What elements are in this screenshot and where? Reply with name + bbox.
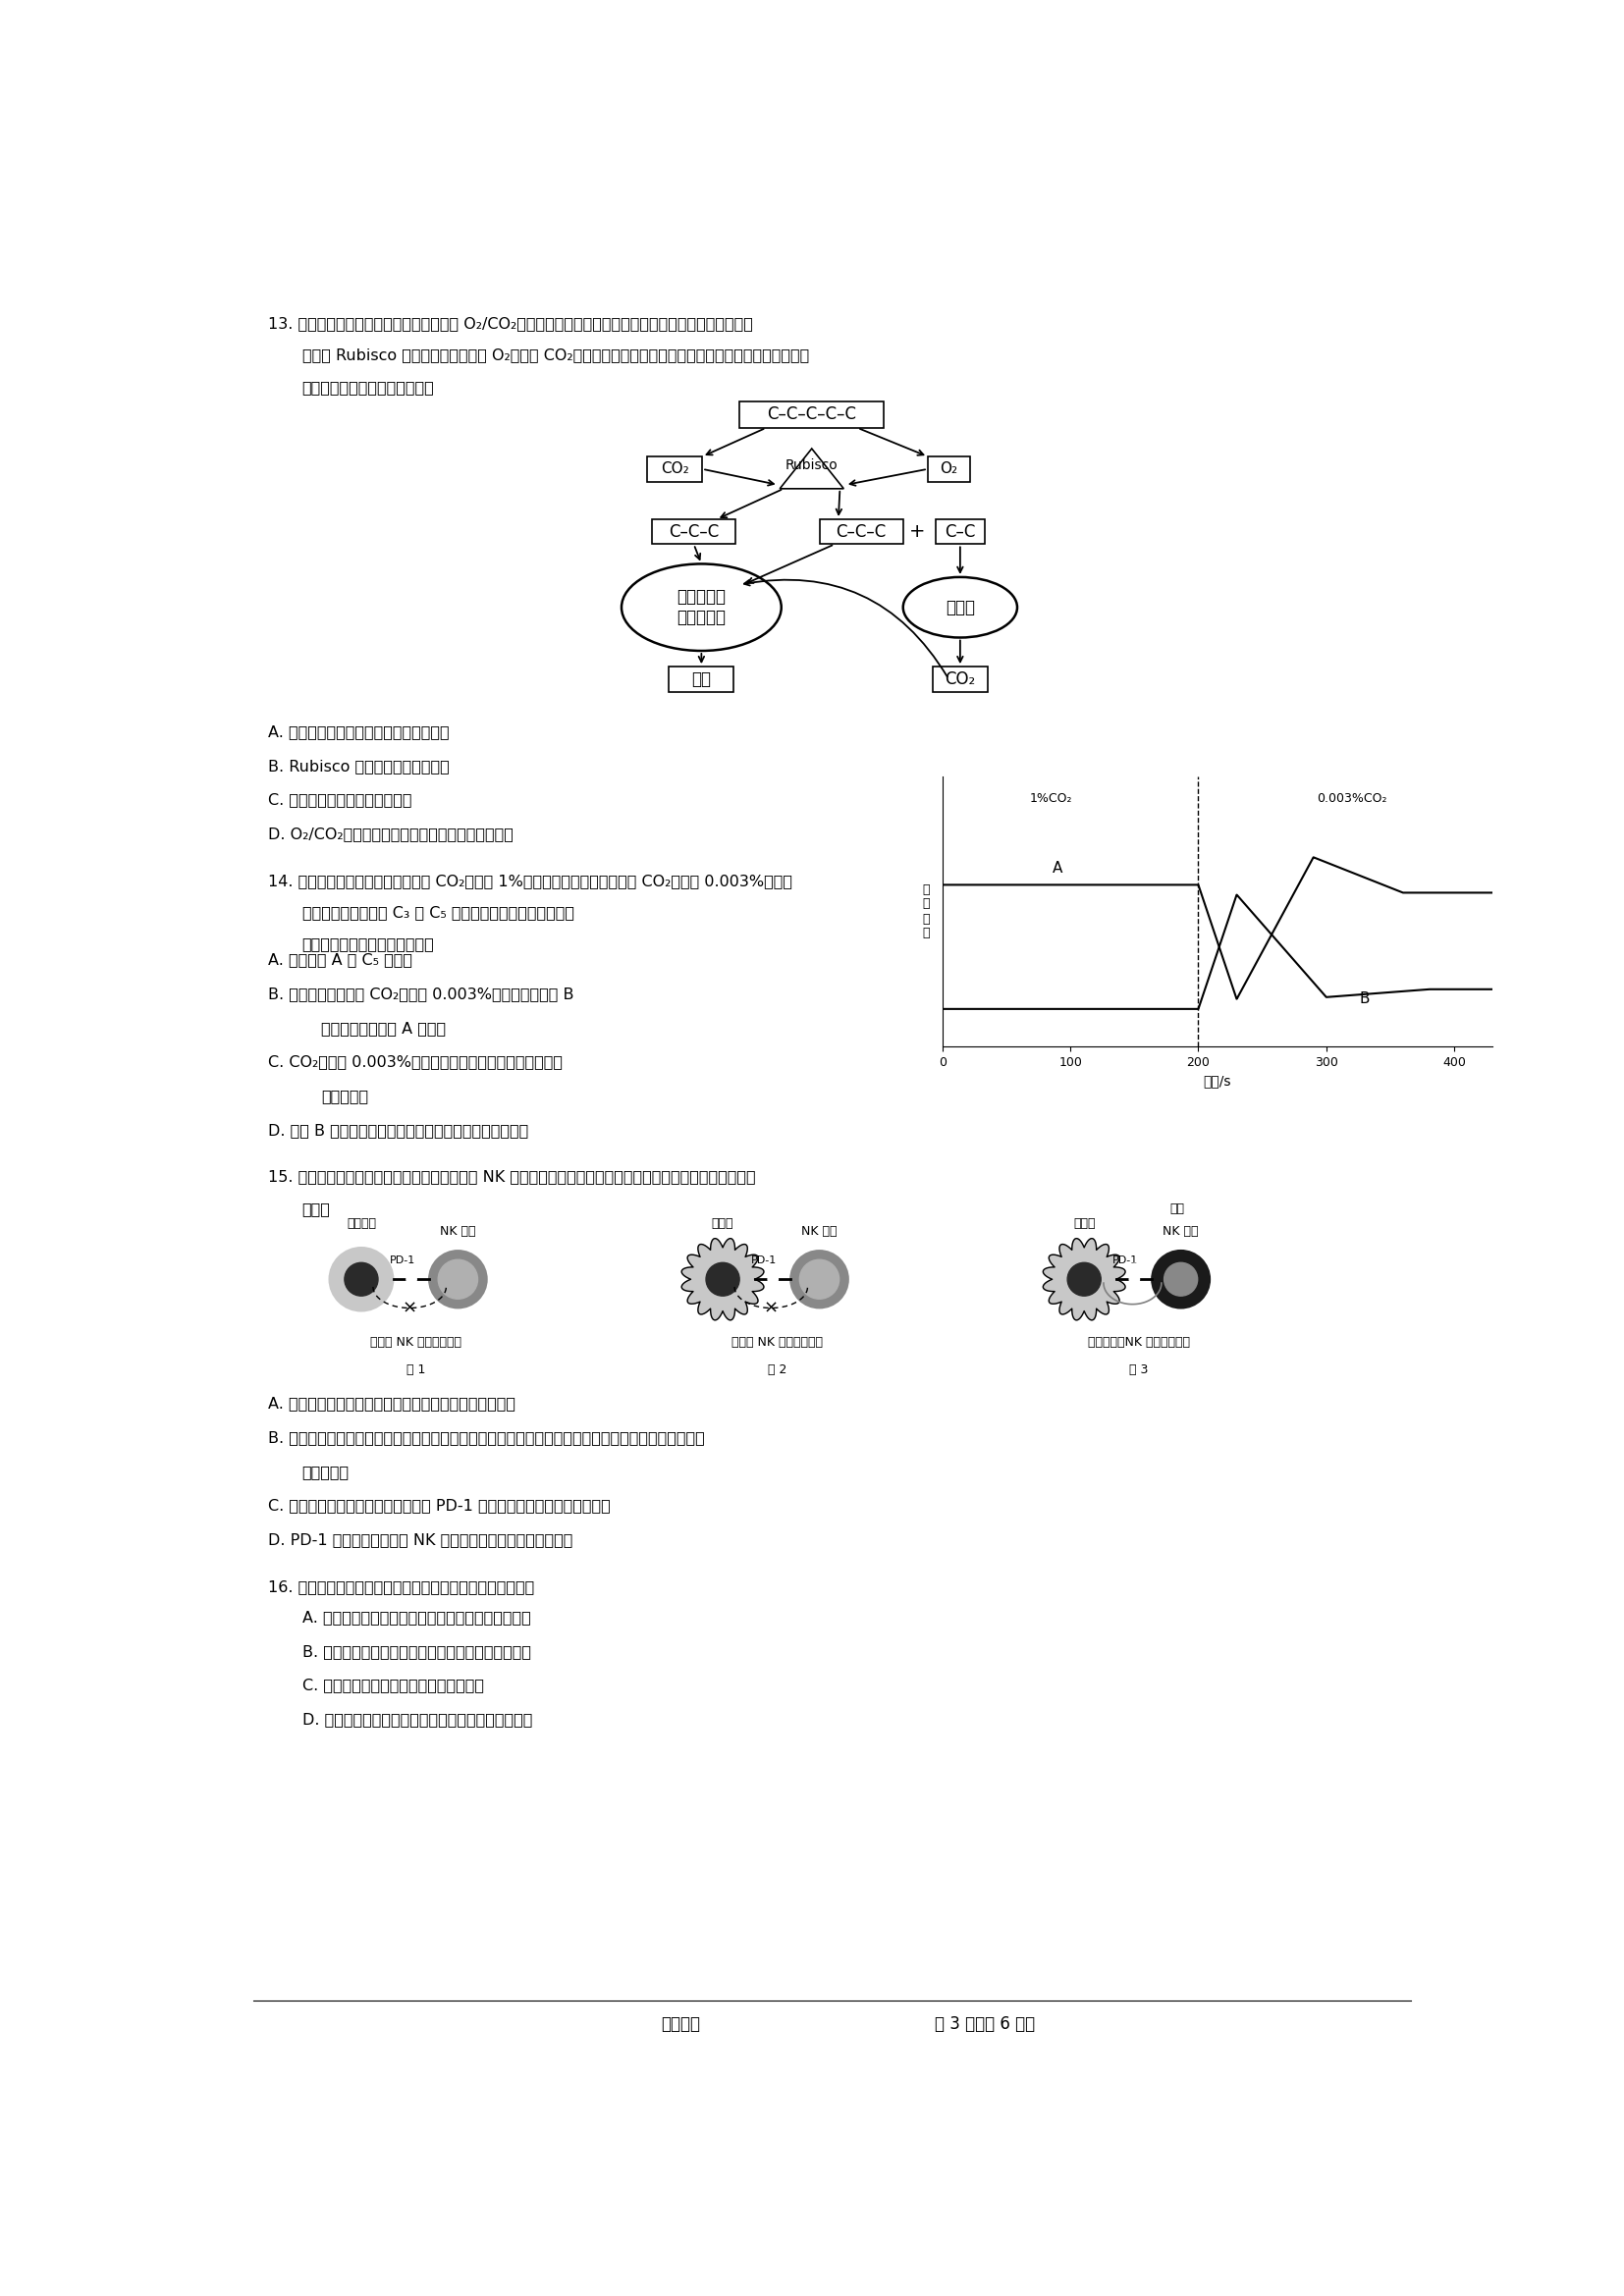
Text: 卡尔文循环
（暗反应）: 卡尔文循环 （暗反应） [677, 588, 726, 627]
Text: 照强度较弱: 照强度较弱 [322, 1088, 369, 1104]
Text: D. 物质 B 升高的原因是合成速率不变，但消耗速率却减小: D. 物质 B 升高的原因是合成速率不变，但消耗速率却减小 [268, 1123, 528, 1137]
Circle shape [408, 1274, 416, 1283]
Text: A. 细胞呼吸与光呼吸都是释放能量的过程: A. 细胞呼吸与光呼吸都是释放能量的过程 [268, 726, 448, 739]
FancyBboxPatch shape [935, 519, 984, 544]
Text: C–C: C–C [945, 523, 976, 540]
Text: D. O₂/CO₂値低时，有利于光合作用而不利于光呼吸: D. O₂/CO₂値低时，有利于光合作用而不利于光呼吸 [268, 827, 513, 840]
Text: 高三生物: 高三生物 [661, 2016, 700, 2034]
Circle shape [1129, 1274, 1138, 1283]
Text: 阻止结合，NK 细胞可以攻击: 阻止结合，NK 细胞可以攻击 [1088, 1336, 1190, 1348]
Circle shape [330, 1247, 393, 1311]
Circle shape [706, 1263, 739, 1295]
Ellipse shape [622, 565, 781, 650]
Polygon shape [682, 1238, 763, 1320]
Text: 图 1: 图 1 [406, 1364, 425, 1378]
Text: C–C–C: C–C–C [669, 523, 719, 540]
Text: NK 细胞: NK 细胞 [1163, 1226, 1199, 1238]
Text: C. 细胞凋亡、细胞坏死均受到基因的控制: C. 细胞凋亡、细胞坏死均受到基因的控制 [302, 1678, 484, 1692]
Text: PD-1: PD-1 [1112, 1256, 1138, 1265]
Text: A. 只要条件适宜，癌细胞就会迅速生长、分裂、分化: A. 只要条件适宜，癌细胞就会迅速生长、分裂、分化 [302, 1609, 531, 1626]
Text: C–C–C–C–C: C–C–C–C–C [767, 406, 856, 422]
Circle shape [1067, 1263, 1101, 1295]
Text: D. 细胞分化导致基因的选择性表达，使细胞种类增多: D. 细胞分化导致基因的选择性表达，使细胞种类增多 [302, 1713, 533, 1727]
Circle shape [768, 1274, 776, 1283]
Text: 0.003%CO₂: 0.003%CO₂ [1317, 792, 1387, 806]
Text: 第 3 页（共 6 页）: 第 3 页（共 6 页） [934, 2016, 1034, 2034]
Text: 糖类: 糖类 [692, 670, 711, 689]
Text: 的有效措施: 的有效措施 [302, 1465, 349, 1479]
Circle shape [1130, 1274, 1140, 1283]
Y-axis label: 相
对
浓
度: 相 对 浓 度 [922, 884, 931, 939]
Text: ×: × [763, 1300, 778, 1318]
Ellipse shape [903, 576, 1017, 638]
Text: NK 细胞: NK 细胞 [802, 1226, 838, 1238]
Text: 14. 在光照等适宜条件下，将培养在 CO₂浓度为 1%环境中的某植物迅速转移到 CO₂浓度为 0.003%的环境: 14. 在光照等适宜条件下，将培养在 CO₂浓度为 1%环境中的某植物迅速转移到… [268, 872, 793, 889]
Text: 结合后 NK 细胞停止攻击: 结合后 NK 细胞停止攻击 [732, 1336, 823, 1348]
Text: B: B [1359, 992, 1369, 1006]
Text: B. 衰老细胞的相对表面积增大，但物质运输功能降低: B. 衰老细胞的相对表面积增大，但物质运输功能降低 [302, 1644, 531, 1658]
FancyBboxPatch shape [927, 457, 970, 482]
Text: 药物: 药物 [1169, 1203, 1184, 1215]
Text: 中，其叶片暗反应中 C₃ 和 C₅ 化合物微摩尔浓度的变化趋势: 中，其叶片暗反应中 C₃ 和 C₅ 化合物微摩尔浓度的变化趋势 [302, 905, 573, 921]
Text: C. 绻色植物在光下只进行光呼吸: C. 绻色植物在光下只进行光呼吸 [268, 792, 411, 808]
Text: O₂: O₂ [940, 461, 958, 475]
Text: D. PD-1 抑制剂类药物会使 NK 细胞清除癌细胞，不会有副作用: D. PD-1 抑制剂类药物会使 NK 细胞清除癌细胞，不会有副作用 [268, 1531, 572, 1548]
Text: ×: × [403, 1300, 417, 1318]
Text: A. 图中物质 A 是 C₅ 化合物: A. 图中物质 A 是 C₅ 化合物 [268, 953, 412, 967]
Text: CO₂: CO₂ [661, 461, 689, 475]
Text: 图 3: 图 3 [1129, 1364, 1148, 1378]
Text: 1%CO₂: 1%CO₂ [1030, 792, 1072, 806]
Text: 线粒体: 线粒体 [945, 599, 974, 615]
X-axis label: 时间/s: 时间/s [1203, 1075, 1231, 1088]
Text: 16. 下列关于细胞分化、衰老、凋亡、癌变的叙述，正确的是: 16. 下列关于细胞分化、衰老、凋亡、癌变的叙述，正确的是 [268, 1580, 534, 1593]
Text: 13. 光呼吸时进行光合作用的细胞在光照和 O₂/CO₂値异常时发生的一种生理过程，如图所示，该过程细胞在: 13. 光呼吸时进行光合作用的细胞在光照和 O₂/CO₂値异常时发生的一种生理过… [268, 317, 752, 331]
Circle shape [799, 1261, 840, 1300]
Circle shape [1151, 1251, 1210, 1309]
Circle shape [344, 1263, 378, 1295]
Text: NK 细胞: NK 细胞 [440, 1226, 476, 1238]
Text: B. Rubisco 存在场所为细胞质基质: B. Rubisco 存在场所为细胞质基质 [268, 758, 450, 774]
Text: 图 2: 图 2 [768, 1364, 788, 1378]
Circle shape [429, 1251, 487, 1309]
Text: C. CO₂浓度为 0.003%时，该植物光合速率最大时所需的光: C. CO₂浓度为 0.003%时，该植物光合速率最大时所需的光 [268, 1054, 562, 1070]
Text: C–C–C: C–C–C [836, 523, 887, 540]
Text: 癌细胞: 癌细胞 [1073, 1217, 1095, 1231]
FancyBboxPatch shape [648, 457, 702, 482]
Text: 结合后 NK 细胞停止攻击: 结合后 NK 细胞停止攻击 [370, 1336, 461, 1348]
Text: B. 致癌因子是癌细胞产生的根本原因，所以定期检查、远离致癌因子、选择健康的生活方式是预防癌症: B. 致癌因子是癌细胞产生的根本原因，所以定期检查、远离致癌因子、选择健康的生活… [268, 1430, 705, 1444]
Text: C. 逃逸癌细胞与正常细胞表面都有与 PD-1 蛋白识别的物贤，从而不被攻击: C. 逃逸癌细胞与正常细胞表面都有与 PD-1 蛋白识别的物贤，从而不被攻击 [268, 1499, 611, 1513]
Circle shape [1127, 1263, 1142, 1277]
Text: 一种叫 Rubisco 的酶的催化下，消耗 O₂、生成 CO₂，借助叶绳体、线粒体等多种细胞器共同完成的消耗能量: 一种叫 Rubisco 的酶的催化下，消耗 O₂、生成 CO₂，借助叶绳体、线粒… [302, 349, 809, 363]
Text: 15. 某些癌细胞常常具有免疫逃逸现象，能躯避 NK 细胞（一种淡巴细胞）的攻击，其机理如下图。下列叙述正: 15. 某些癌细胞常常具有免疫逃逸现象，能躯避 NK 细胞（一种淡巴细胞）的攻击… [268, 1169, 755, 1185]
Circle shape [1164, 1263, 1197, 1295]
Text: 的浓度仍高于物质 A 的浓度: 的浓度仍高于物质 A 的浓度 [322, 1022, 445, 1035]
Polygon shape [1043, 1238, 1125, 1320]
Text: 如图所示，下列说法不正确的是: 如图所示，下列说法不正确的是 [302, 937, 434, 951]
Text: 确的是: 确的是 [302, 1201, 330, 1217]
Text: A: A [1052, 861, 1062, 877]
FancyBboxPatch shape [820, 519, 903, 544]
Circle shape [438, 1261, 477, 1300]
FancyBboxPatch shape [739, 402, 883, 427]
FancyBboxPatch shape [669, 666, 734, 691]
Text: PD-1: PD-1 [750, 1256, 776, 1265]
Circle shape [791, 1251, 848, 1309]
Text: PD-1: PD-1 [390, 1256, 416, 1265]
Text: +: + [909, 523, 924, 542]
Text: Rubisco: Rubisco [786, 459, 838, 473]
Circle shape [770, 1274, 778, 1283]
Text: 的反应。下列有关叙述正确的是: 的反应。下列有关叙述正确的是 [302, 379, 434, 395]
Text: B. 若该植物长期处于 CO₂浓度为 0.003%的环境中，物质 B: B. 若该植物长期处于 CO₂浓度为 0.003%的环境中，物质 B [268, 987, 573, 1001]
Text: 癌细胞: 癌细胞 [711, 1217, 734, 1231]
FancyBboxPatch shape [932, 666, 987, 691]
FancyBboxPatch shape [651, 519, 736, 544]
Text: A. 癌细胞形成过程中，核酸不发生改变，蛋白质发生改变: A. 癌细胞形成过程中，核酸不发生改变，蛋白质发生改变 [268, 1396, 515, 1412]
Text: CO₂: CO₂ [945, 670, 976, 689]
Text: 正常细胞: 正常细胞 [346, 1217, 377, 1231]
Circle shape [406, 1274, 414, 1283]
